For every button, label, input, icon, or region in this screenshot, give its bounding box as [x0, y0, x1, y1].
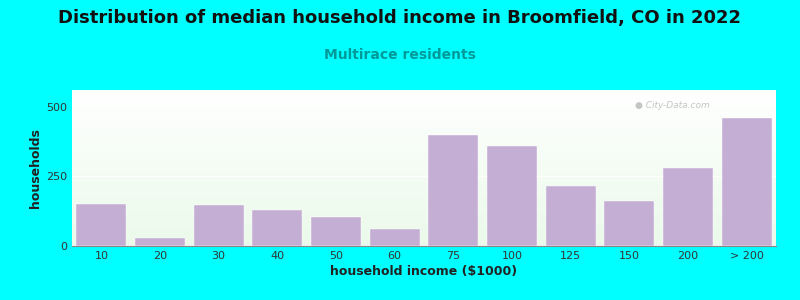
Bar: [370, 229, 419, 246]
Bar: [663, 168, 713, 246]
Bar: [605, 201, 654, 246]
Bar: [311, 217, 361, 246]
X-axis label: household income ($1000): household income ($1000): [330, 265, 518, 278]
Text: ● City-Data.com: ● City-Data.com: [635, 101, 710, 110]
Bar: [722, 118, 771, 246]
Bar: [429, 135, 478, 246]
Text: Distribution of median household income in Broomfield, CO in 2022: Distribution of median household income …: [58, 9, 742, 27]
Text: Multirace residents: Multirace residents: [324, 48, 476, 62]
Bar: [135, 238, 185, 246]
Bar: [253, 210, 302, 246]
Bar: [77, 204, 126, 246]
Bar: [546, 186, 595, 246]
Y-axis label: households: households: [29, 128, 42, 208]
Bar: [194, 205, 243, 246]
Bar: [487, 146, 537, 246]
